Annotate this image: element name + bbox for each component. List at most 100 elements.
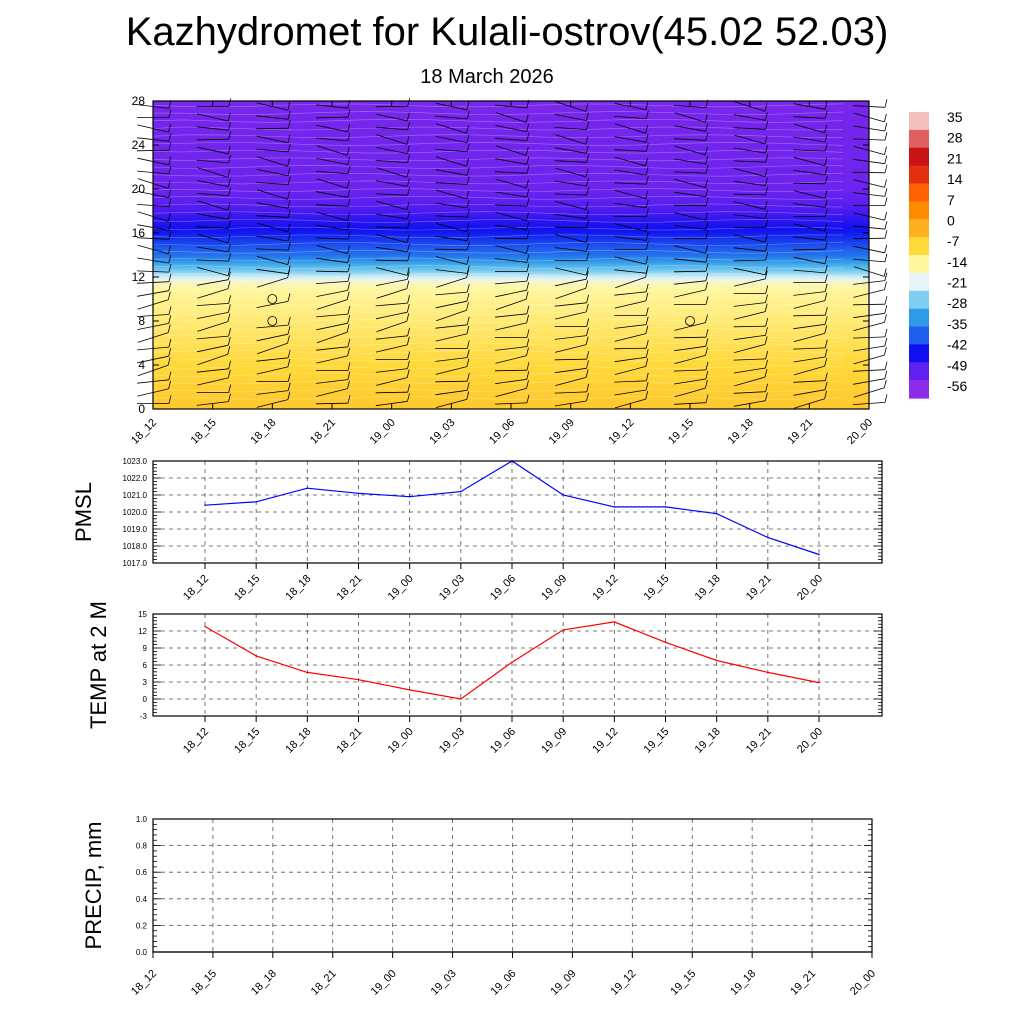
wind-barb [555, 167, 587, 178]
wind-barb-flag [466, 284, 470, 293]
wind-barb-flag [228, 384, 232, 393]
wind-barb [555, 201, 587, 210]
x-tick-label: 19_12 [608, 968, 638, 998]
wind-barb [376, 134, 408, 145]
wind-barb-flag [287, 232, 291, 242]
wind-barb [733, 259, 766, 262]
wind-barb [316, 224, 348, 231]
wind-barb [734, 201, 766, 210]
wind-barb-flag [824, 124, 828, 133]
wind-barb-flag [765, 186, 769, 195]
wind-barb-flag [466, 223, 470, 232]
wind-barb-flag [466, 158, 469, 167]
pmsl-point [408, 495, 411, 498]
wind-barb-flag [287, 134, 291, 143]
wind-barb [614, 149, 647, 152]
colorbar-label: 7 [947, 192, 955, 208]
wind-barb-flag [346, 291, 350, 300]
wind-barb-flag [824, 166, 828, 175]
wind-barb [316, 313, 348, 318]
wind-barb [256, 148, 289, 153]
wind-barb [495, 313, 527, 318]
x-tick-label: 18_18 [249, 968, 279, 998]
wind-barb-flag [526, 273, 530, 282]
wind-barb-flag [884, 337, 888, 347]
wind-barb-flag [585, 234, 589, 243]
wind-barb-flag [645, 125, 648, 134]
wind-barb-flag [466, 269, 469, 278]
wind-barb-flag [884, 253, 888, 262]
wind-barb-flag [168, 264, 172, 273]
wind-barb-flag [884, 113, 887, 122]
wind-barb [554, 127, 587, 130]
heatmap-contour [152, 280, 844, 285]
x-tick-label: 19_15 [668, 968, 698, 998]
x-tick-label: 19_09 [547, 417, 577, 447]
wind-barb [256, 390, 289, 395]
wind-barb-flag [705, 281, 708, 290]
wind-barb-flag [168, 254, 172, 264]
wind-barb [793, 169, 826, 176]
wind-barb-flag [765, 252, 769, 261]
temperature-cross-section-panel: 0 4 8 12 16 20 24 28 18_12 18_15 18_18 18_21 19_00 19… [129, 94, 888, 447]
wind-barb-flag [167, 213, 171, 222]
wind-barb-flag [824, 348, 828, 358]
wind-barb-flag [287, 176, 291, 185]
wind-barb-flag [765, 285, 769, 294]
wind-barb-flag [824, 255, 828, 264]
wind-barb-flag [824, 208, 828, 217]
wind-barb [375, 113, 408, 122]
wind-barb-flag [705, 230, 709, 239]
x-tick-label: 19_21 [744, 573, 774, 603]
wind-barb [435, 324, 468, 329]
wind-barb-flag [764, 270, 768, 279]
colorbar-label: 14 [947, 171, 963, 187]
wind-barb-flag [586, 351, 590, 360]
wind-barb-flag [705, 329, 709, 338]
wind-barb [435, 235, 468, 242]
wind-barb-flag [586, 252, 590, 261]
pmsl-point [306, 487, 309, 490]
wind-barb [196, 126, 229, 131]
y-tick-label: 1019.0 [123, 525, 148, 534]
wind-barb-flag [168, 133, 172, 142]
wind-barb [315, 237, 349, 240]
chart-subtitle: 18 March 2026 [420, 66, 554, 88]
wind-barb [614, 156, 646, 167]
wind-barb [376, 288, 408, 299]
wind-barb [674, 280, 706, 285]
wind-barb [733, 160, 766, 163]
wind-barb-flag [645, 265, 649, 274]
y-tick-label: 4 [138, 358, 145, 372]
wind-barb-flag [586, 145, 589, 154]
wind-barb-flag [764, 234, 768, 243]
x-tick-label: 19_15 [642, 573, 672, 603]
wind-barb [316, 322, 348, 331]
wind-barb [673, 369, 707, 372]
wind-barb [555, 344, 587, 353]
wind-barb-flag [884, 230, 888, 239]
wind-barb [435, 357, 468, 362]
wind-barb-flag [526, 380, 529, 389]
y-tick-label: 12 [138, 627, 147, 636]
y-tick-label: 1020.0 [123, 508, 148, 517]
wind-barb [435, 189, 467, 200]
temp-2m-point [255, 655, 257, 657]
wind-barb-flag [227, 369, 231, 378]
wind-barb-flag [526, 338, 530, 347]
wind-barb-flag [287, 391, 291, 400]
x-tick-label: 19_03 [429, 968, 459, 998]
wind-barb-flag [287, 349, 291, 358]
wind-barb [315, 204, 349, 207]
wind-barb-flag [824, 283, 828, 292]
wind-barb-flag [287, 143, 291, 152]
y-tick-label: 1022.0 [123, 474, 148, 483]
wind-barb [793, 333, 825, 342]
wind-barb-flag [705, 165, 709, 174]
x-tick-label: 19_18 [726, 417, 756, 447]
wind-barb-flag [884, 296, 888, 305]
wind-barb [793, 136, 826, 143]
wind-barb-flag [884, 305, 888, 314]
wind-barb [316, 158, 348, 165]
wind-barb-flag [586, 318, 590, 327]
